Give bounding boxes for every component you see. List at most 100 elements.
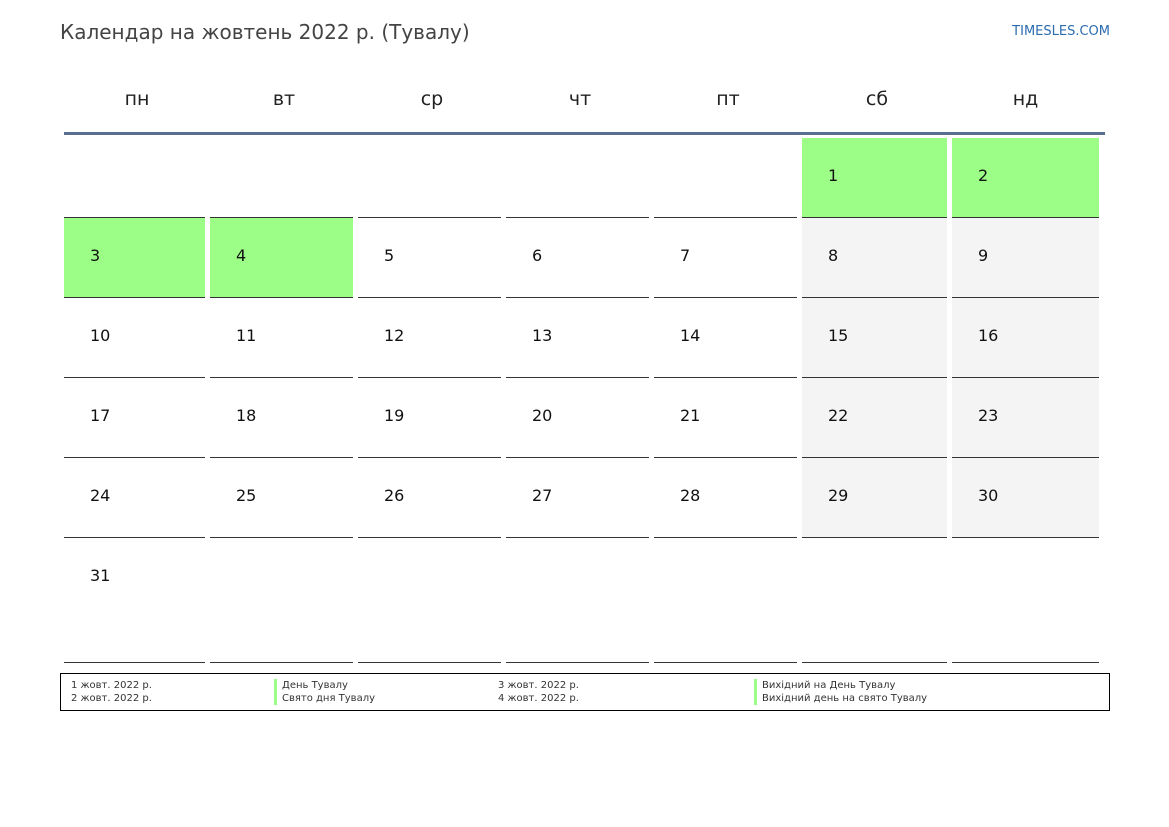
week-row: 3 4 5 6 7 8 9: [64, 218, 1105, 298]
legend-holiday-name: День Тувалу: [274, 679, 375, 692]
day-cell: [64, 138, 205, 218]
day-cell: [210, 538, 353, 663]
day-number: 12: [384, 326, 405, 345]
day-cell: 19: [358, 378, 501, 458]
day-number: 27: [532, 486, 553, 505]
day-number: 2: [978, 166, 989, 185]
day-cell: [210, 138, 353, 218]
day-cell: 29: [802, 458, 947, 538]
legend-date: 1 жовт. 2022 р.: [71, 680, 152, 691]
week-row: 17 18 19 20 21 22 23: [64, 378, 1105, 458]
day-number: 28: [680, 486, 701, 505]
day-cell: 20: [506, 378, 649, 458]
day-number: 11: [236, 326, 257, 345]
day-cell: 1: [802, 138, 947, 218]
day-cell: [358, 538, 501, 663]
weekday-header: пн вт ср чт пт сб нд: [64, 60, 1105, 135]
day-number: 19: [384, 406, 405, 425]
legend-holiday-name: Вихідний день на свято Тувалу: [754, 692, 927, 705]
day-cell: 7: [654, 218, 797, 298]
day-cell: 9: [952, 218, 1099, 298]
day-cell: 21: [654, 378, 797, 458]
page-title: Календар на жовтень 2022 р. (Тувалу): [60, 20, 470, 44]
day-number: 22: [828, 406, 849, 425]
day-cell: [802, 538, 947, 663]
day-number: 29: [828, 486, 849, 505]
day-cell: 27: [506, 458, 649, 538]
day-number: 1: [828, 166, 839, 185]
day-number: 3: [90, 246, 101, 265]
legend-dates-left: 1 жовт. 2022 р. 2 жовт. 2022 р.: [71, 679, 152, 705]
legend-names-right: Вихідний на День Тувалу Вихідний день на…: [754, 679, 927, 705]
day-cell: 4: [210, 218, 353, 298]
day-cell: [358, 138, 501, 218]
legend-date: 2 жовт. 2022 р.: [71, 693, 152, 704]
day-cell: 22: [802, 378, 947, 458]
holiday-legend: 1 жовт. 2022 р. 2 жовт. 2022 р. День Тув…: [60, 673, 1110, 711]
day-number: 24: [90, 486, 111, 505]
day-cell: 16: [952, 298, 1099, 378]
day-number: 17: [90, 406, 111, 425]
legend-holiday-name: Свято дня Тувалу: [274, 692, 375, 705]
day-number: 5: [384, 246, 395, 265]
day-cell: 11: [210, 298, 353, 378]
weekday-wed: ср: [420, 88, 444, 110]
week-row: 31: [64, 538, 1105, 663]
day-cell: 25: [210, 458, 353, 538]
day-cell: 13: [506, 298, 649, 378]
weekday-fri: пт: [716, 88, 740, 110]
day-cell: 2: [952, 138, 1099, 218]
day-cell: 18: [210, 378, 353, 458]
legend-names-left: День Тувалу Свято дня Тувалу: [274, 679, 375, 705]
day-cell: [506, 538, 649, 663]
calendar-grid: пн вт ср чт пт сб нд 1 2 3 4 5 6 7 8 9 1…: [64, 60, 1105, 663]
day-number: 10: [90, 326, 111, 345]
day-number: 8: [828, 246, 839, 265]
day-cell: 5: [358, 218, 501, 298]
day-cell: 8: [802, 218, 947, 298]
day-cell: 10: [64, 298, 205, 378]
day-cell: 24: [64, 458, 205, 538]
week-row: 1 2: [64, 138, 1105, 218]
day-number: 13: [532, 326, 553, 345]
legend-holiday-name: Вихідний на День Тувалу: [754, 679, 927, 692]
day-number: 26: [384, 486, 405, 505]
day-cell: 12: [358, 298, 501, 378]
day-cell: [654, 138, 797, 218]
week-row: 24 25 26 27 28 29 30: [64, 458, 1105, 538]
day-number: 14: [680, 326, 701, 345]
day-number: 16: [978, 326, 999, 345]
weekday-sun: нд: [1012, 88, 1039, 110]
site-link[interactable]: TIMESLES.COM: [1012, 24, 1110, 39]
day-cell: [952, 538, 1099, 663]
weekday-sat: сб: [865, 88, 889, 110]
day-cell: 15: [802, 298, 947, 378]
day-number: 30: [978, 486, 999, 505]
weekday-tue: вт: [272, 88, 296, 110]
day-number: 20: [532, 406, 553, 425]
day-cell: 6: [506, 218, 649, 298]
day-number: 6: [532, 246, 543, 265]
day-cell: 14: [654, 298, 797, 378]
day-cell: 23: [952, 378, 1099, 458]
day-cell: [654, 538, 797, 663]
day-number: 25: [236, 486, 257, 505]
day-number: 4: [236, 246, 247, 265]
day-number: 18: [236, 406, 257, 425]
week-row: 10 11 12 13 14 15 16: [64, 298, 1105, 378]
day-cell: 17: [64, 378, 205, 458]
day-number: 9: [978, 246, 989, 265]
day-cell: [506, 138, 649, 218]
day-number: 15: [828, 326, 849, 345]
day-number: 23: [978, 406, 999, 425]
day-cell: 26: [358, 458, 501, 538]
day-number: 31: [90, 566, 111, 585]
legend-date: 3 жовт. 2022 р.: [498, 680, 579, 691]
day-number: 7: [680, 246, 691, 265]
weekday-thu: чт: [568, 88, 592, 110]
weekday-mon: пн: [124, 88, 150, 110]
day-cell: 31: [64, 538, 205, 663]
weeks: 1 2 3 4 5 6 7 8 9 10 11 12 13 14 15 16 1…: [64, 138, 1105, 663]
day-cell: 3: [64, 218, 205, 298]
legend-dates-right: 3 жовт. 2022 р. 4 жовт. 2022 р.: [498, 679, 579, 705]
